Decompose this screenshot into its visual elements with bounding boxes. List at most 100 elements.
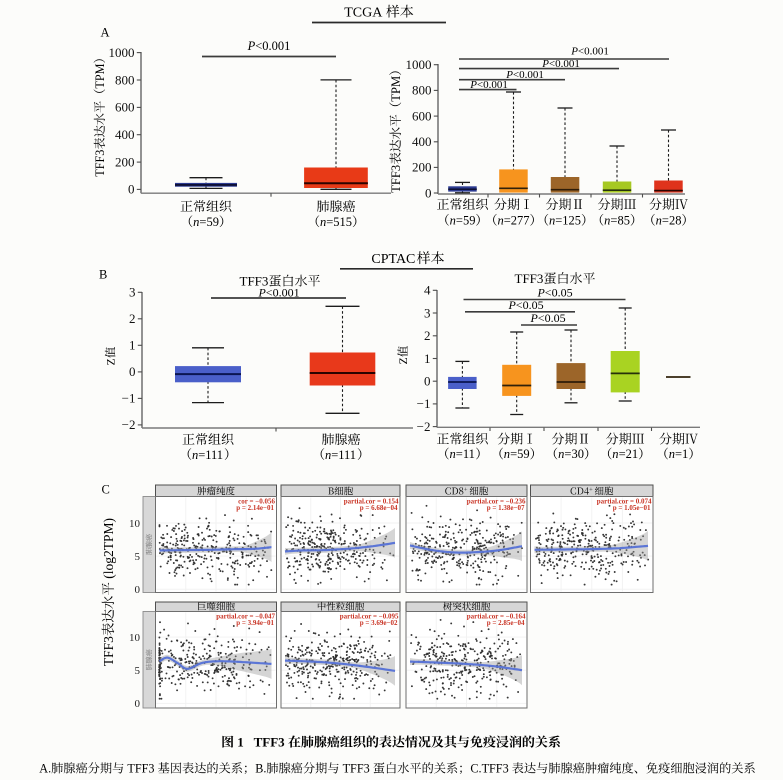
svg-text:0: 0 bbox=[129, 364, 136, 379]
svg-text:partial.cor = −0.047: partial.cor = −0.047 bbox=[216, 612, 275, 620]
svg-text:<0.001: <0.001 bbox=[578, 46, 609, 58]
svg-text:=125: =125 bbox=[555, 214, 581, 228]
svg-text:<0.05: <0.05 bbox=[538, 311, 566, 325]
svg-text:n: n bbox=[320, 215, 326, 229]
svg-text:400: 400 bbox=[412, 134, 432, 149]
svg-text:5: 5 bbox=[135, 551, 141, 563]
svg-text:TFF3: TFF3 bbox=[254, 735, 286, 750]
svg-text:=111: =111 bbox=[331, 448, 356, 462]
svg-text:800: 800 bbox=[412, 83, 432, 98]
svg-text:<0.001: <0.001 bbox=[513, 69, 544, 81]
svg-text:partial.cor = −0.095: partial.cor = −0.095 bbox=[340, 612, 399, 620]
svg-text:partial.cor = 0.154: partial.cor = 0.154 bbox=[344, 497, 399, 505]
svg-text:TFF3: TFF3 bbox=[240, 274, 269, 289]
svg-text:=59: =59 bbox=[510, 447, 530, 461]
svg-text:=30: =30 bbox=[564, 447, 584, 461]
svg-text:<0.001: <0.001 bbox=[477, 79, 508, 91]
svg-text:0: 0 bbox=[424, 374, 431, 389]
svg-text:TFF3: TFF3 bbox=[93, 150, 107, 177]
svg-text:n: n bbox=[504, 447, 510, 461]
svg-text:TFF3: TFF3 bbox=[389, 165, 403, 193]
svg-text:partial.cor = −0.236: partial.cor = −0.236 bbox=[467, 497, 526, 505]
svg-text:−1: −1 bbox=[122, 391, 136, 406]
svg-text:n: n bbox=[656, 214, 662, 228]
svg-text:<0.001: <0.001 bbox=[255, 39, 290, 53]
svg-text:0: 0 bbox=[135, 584, 141, 596]
svg-text:n: n bbox=[450, 214, 456, 228]
svg-text:=277: =277 bbox=[504, 214, 530, 228]
svg-text:n: n bbox=[325, 448, 331, 462]
svg-text:1000: 1000 bbox=[406, 57, 432, 72]
svg-text:−1: −1 bbox=[417, 396, 431, 411]
svg-text:600: 600 bbox=[115, 100, 135, 115]
svg-text:n: n bbox=[669, 447, 675, 461]
svg-text:TFF3: TFF3 bbox=[343, 762, 370, 776]
svg-text:p = 2.14e−01: p = 2.14e−01 bbox=[236, 504, 274, 512]
svg-text:200: 200 bbox=[115, 154, 135, 169]
svg-text:TPM: TPM bbox=[389, 76, 403, 102]
svg-text:P: P bbox=[469, 79, 477, 91]
svg-text:10: 10 bbox=[129, 632, 141, 644]
svg-text:p = 1.05e−01: p = 1.05e−01 bbox=[613, 504, 651, 512]
svg-text:800: 800 bbox=[115, 72, 135, 87]
svg-text:=21: =21 bbox=[619, 447, 639, 461]
svg-text:partial.cor = −0.164: partial.cor = −0.164 bbox=[467, 612, 526, 620]
svg-text:0: 0 bbox=[425, 185, 432, 200]
svg-text:P: P bbox=[247, 39, 256, 53]
svg-text:n: n bbox=[604, 214, 610, 228]
svg-text:2: 2 bbox=[129, 311, 136, 326]
svg-text:Z: Z bbox=[106, 358, 118, 365]
svg-text:200: 200 bbox=[412, 160, 432, 175]
svg-text:0: 0 bbox=[135, 698, 141, 710]
svg-text:P: P bbox=[570, 46, 578, 58]
svg-text:2: 2 bbox=[424, 328, 431, 343]
svg-text:+: + bbox=[589, 486, 593, 493]
svg-text:−2: −2 bbox=[417, 419, 431, 434]
svg-text:P: P bbox=[537, 285, 546, 299]
svg-text:cor = −0.056: cor = −0.056 bbox=[238, 497, 275, 505]
svg-text:partial.cor = 0.074: partial.cor = 0.074 bbox=[597, 497, 652, 505]
svg-text:=1: =1 bbox=[675, 447, 688, 461]
svg-text:TCGA: TCGA bbox=[344, 6, 383, 21]
svg-text:n: n bbox=[450, 447, 456, 461]
svg-text:n: n bbox=[193, 215, 199, 229]
svg-text:B: B bbox=[99, 268, 107, 282]
svg-text:C.TFF3: C.TFF3 bbox=[470, 762, 508, 776]
svg-text:Z: Z bbox=[398, 357, 410, 364]
svg-text:5: 5 bbox=[135, 665, 141, 677]
svg-text:600: 600 bbox=[412, 108, 432, 123]
svg-text:n: n bbox=[612, 447, 618, 461]
svg-text:P: P bbox=[505, 69, 513, 81]
svg-text:p = 3.69e−02: p = 3.69e−02 bbox=[360, 619, 398, 627]
svg-text:A: A bbox=[101, 25, 110, 39]
svg-text:=515: =515 bbox=[326, 215, 352, 229]
svg-text:3: 3 bbox=[424, 305, 431, 320]
svg-text:CPTAC: CPTAC bbox=[371, 252, 415, 267]
svg-text:4: 4 bbox=[424, 283, 431, 298]
svg-text:n: n bbox=[192, 448, 198, 462]
svg-text:=59: =59 bbox=[199, 215, 219, 229]
svg-text:TFF3: TFF3 bbox=[127, 762, 154, 776]
svg-text:B.: B. bbox=[255, 762, 266, 776]
svg-text:<0.05: <0.05 bbox=[545, 285, 573, 299]
svg-text:<0.05: <0.05 bbox=[516, 298, 544, 312]
svg-text:TPM: TPM bbox=[93, 63, 107, 88]
svg-text:P: P bbox=[258, 286, 267, 300]
svg-text:400: 400 bbox=[115, 127, 135, 142]
svg-text:P: P bbox=[508, 298, 517, 312]
svg-text:P: P bbox=[530, 311, 539, 325]
svg-text:TFF3: TFF3 bbox=[101, 636, 116, 666]
svg-text:n: n bbox=[498, 214, 504, 228]
svg-text:p = 2.85e−04: p = 2.85e−04 bbox=[487, 619, 525, 627]
svg-text:=28: =28 bbox=[662, 214, 682, 228]
svg-text:n: n bbox=[558, 447, 564, 461]
svg-text:C: C bbox=[102, 483, 110, 497]
svg-text:n: n bbox=[549, 214, 555, 228]
svg-text:=111: =111 bbox=[198, 448, 223, 462]
svg-text:(log2TPM): (log2TPM) bbox=[101, 518, 116, 579]
svg-text:−2: −2 bbox=[122, 417, 136, 432]
svg-text:=11: =11 bbox=[456, 447, 475, 461]
svg-text:TFF3: TFF3 bbox=[515, 271, 544, 286]
svg-text:=85: =85 bbox=[610, 214, 630, 228]
svg-text:0: 0 bbox=[128, 182, 135, 197]
